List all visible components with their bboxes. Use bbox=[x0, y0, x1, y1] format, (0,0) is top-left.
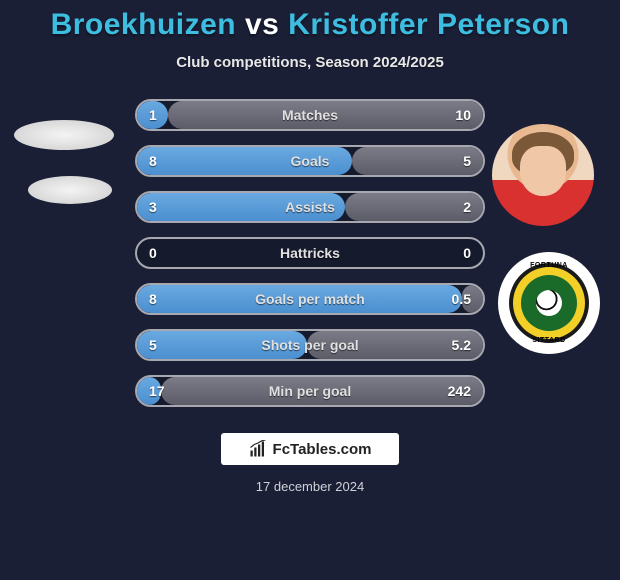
stat-label: Assists bbox=[285, 199, 335, 215]
stats-list: 1 Matches 10 8 Goals 5 3 Assists 2 0 Hattricks 0 8 Go… bbox=[135, 99, 485, 407]
stat-value-right: 0.5 bbox=[452, 291, 471, 307]
player1-club-badge bbox=[28, 176, 112, 204]
stat-label: Goals bbox=[291, 153, 330, 169]
brand-text: FcTables.com bbox=[273, 441, 372, 458]
stat-value-left: 17 bbox=[149, 383, 165, 399]
player1-avatar bbox=[14, 120, 114, 150]
badge-text-top: FORTUNA bbox=[509, 262, 589, 269]
subtitle: Club competitions, Season 2024/2025 bbox=[176, 54, 444, 71]
stat-row: 8 Goals per match 0.5 bbox=[135, 283, 485, 315]
title-player2: Kristoffer Peterson bbox=[288, 8, 569, 41]
stat-value-left: 3 bbox=[149, 199, 157, 215]
stat-value-right: 5 bbox=[463, 153, 471, 169]
stat-value-left: 5 bbox=[149, 337, 157, 353]
stat-row: 5 Shots per goal 5.2 bbox=[135, 329, 485, 361]
stat-value-left: 8 bbox=[149, 291, 157, 307]
stat-label: Goals per match bbox=[255, 291, 365, 307]
stat-label: Min per goal bbox=[269, 383, 351, 399]
badge-text-bot: SITTARD bbox=[509, 337, 589, 344]
comparison-card: Broekhuizen vs Kristoffer Peterson Club … bbox=[0, 0, 620, 580]
stat-row: 1 Matches 10 bbox=[135, 99, 485, 131]
player2-avatar bbox=[492, 124, 594, 226]
stat-value-left: 0 bbox=[149, 245, 157, 261]
date-line: 17 december 2024 bbox=[256, 479, 364, 494]
stat-value-left: 1 bbox=[149, 107, 157, 123]
brand-badge[interactable]: FcTables.com bbox=[221, 433, 399, 465]
stat-label: Shots per goal bbox=[261, 337, 358, 353]
stat-value-right: 2 bbox=[463, 199, 471, 215]
stat-value-right: 10 bbox=[455, 107, 471, 123]
stat-value-right: 0 bbox=[463, 245, 471, 261]
stat-row: 0 Hattricks 0 bbox=[135, 237, 485, 269]
stat-value-right: 5.2 bbox=[452, 337, 471, 353]
stat-row: 17 Min per goal 242 bbox=[135, 375, 485, 407]
page-title: Broekhuizen vs Kristoffer Peterson bbox=[51, 8, 570, 42]
stat-value-left: 8 bbox=[149, 153, 157, 169]
player2-club-badge: FORTUNA SITTARD bbox=[498, 252, 600, 354]
title-player1: Broekhuizen bbox=[51, 8, 237, 41]
fortuna-badge-icon: FORTUNA SITTARD bbox=[509, 263, 589, 343]
stat-value-right: 242 bbox=[448, 383, 471, 399]
stat-label: Hattricks bbox=[280, 245, 340, 261]
stat-row: 8 Goals 5 bbox=[135, 145, 485, 177]
stat-row: 3 Assists 2 bbox=[135, 191, 485, 223]
brand-chart-icon bbox=[249, 440, 267, 458]
title-vs: vs bbox=[245, 8, 279, 41]
stat-label: Matches bbox=[282, 107, 338, 123]
